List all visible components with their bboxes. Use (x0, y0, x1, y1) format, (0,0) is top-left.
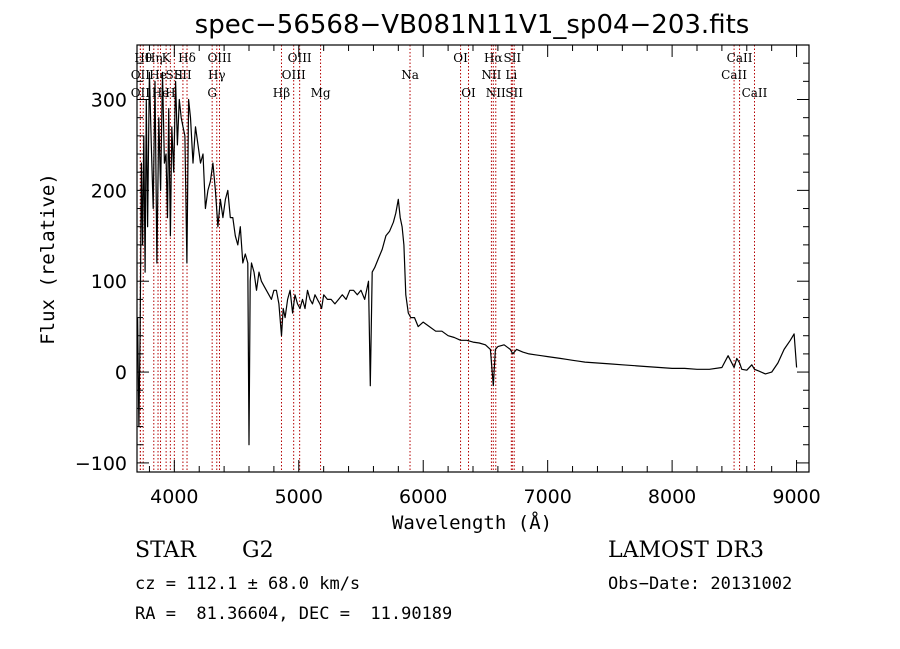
x-tick-label: 6000 (399, 486, 447, 508)
redshift-label: cz = 112.1 ± 68.0 km/s (135, 574, 361, 594)
x-tick-label: 9000 (772, 486, 820, 508)
y-tick-label: 0 (115, 362, 127, 384)
line-label: Na (401, 68, 419, 82)
y-axis-ticks: −100 0 100 200 300 (75, 62, 809, 475)
y-axis-label: Flux (relative) (37, 173, 59, 345)
line-label: Hα (484, 51, 503, 65)
x-axis-ticks: 4000 5000 6000 7000 8000 9000 (148, 45, 821, 508)
y-tick-label: −100 (75, 453, 127, 475)
line-label: CaII (742, 86, 768, 100)
y-tick-label: 100 (91, 271, 127, 293)
line-label: OIII (288, 51, 312, 65)
obs-date-label: Obs−Date: 20131002 (608, 574, 793, 594)
line-label: SII (505, 86, 523, 100)
y-tick-label: 200 (91, 180, 127, 202)
line-label: SII (174, 68, 192, 82)
line-label: OII (131, 86, 151, 100)
line-label: Hβ (273, 86, 290, 100)
line-label: He (149, 68, 167, 82)
subclass-label: G2 (242, 538, 274, 563)
line-label: K (162, 51, 172, 65)
line-label: He (152, 86, 170, 100)
line-labels: Hθ OII OII Hη He He K H SII Hδ SII G Hγ OIII Hβ OIII OII… (131, 51, 768, 100)
x-tick-label: 4000 (150, 486, 198, 508)
line-label: Mg (311, 86, 331, 100)
x-tick-label: 5000 (275, 486, 323, 508)
x-tick-label: 8000 (648, 486, 696, 508)
line-label: Li (505, 68, 517, 82)
line-label: OI (461, 86, 476, 100)
y-tick-label: 300 (91, 90, 127, 112)
line-markers (139, 45, 755, 472)
radec-label: RA = 81.36604, DEC = 11.90189 (135, 604, 453, 624)
line-label: CaII (727, 51, 753, 65)
chart-title: spec−56568−VB081N11V1_sp04−203.fits (195, 10, 750, 40)
line-label: Hγ (208, 68, 226, 82)
line-label: Hη (145, 51, 163, 65)
line-label: Hδ (178, 51, 196, 65)
spectrum-series-line (137, 71, 798, 446)
line-label: NII (481, 68, 501, 82)
line-label: OII (131, 68, 151, 82)
line-label: OIII (207, 51, 231, 65)
line-label: OIII (282, 68, 306, 82)
line-label: H (165, 86, 175, 100)
survey-label: LAMOST DR3 (608, 538, 764, 563)
line-label: SII (503, 51, 521, 65)
line-label: OI (453, 51, 468, 65)
line-label: NII (486, 86, 506, 100)
line-label: Hθ (134, 51, 152, 65)
plot-frame (136, 44, 810, 473)
line-label: CaII (721, 68, 747, 82)
x-axis-label: Wavelength (Å) (392, 511, 552, 534)
x-tick-label: 7000 (523, 486, 571, 508)
class-label: STAR (135, 538, 196, 563)
line-label: G (207, 86, 217, 100)
line-label: SII (165, 68, 183, 82)
